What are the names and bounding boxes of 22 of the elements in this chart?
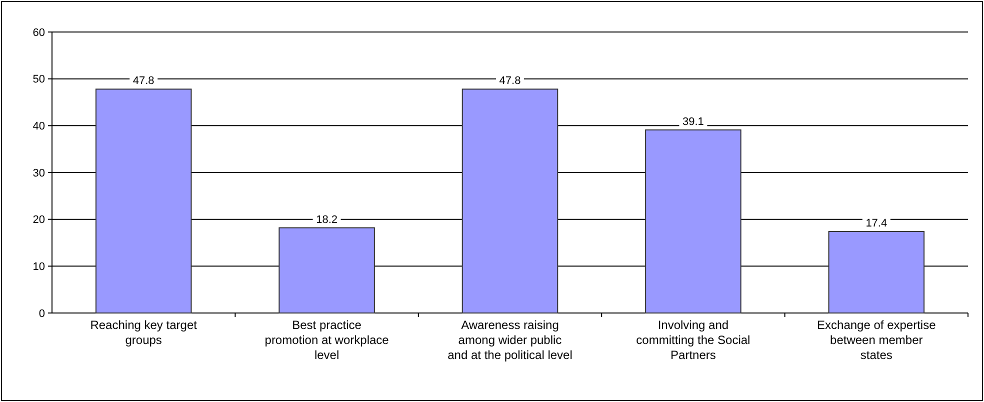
data-label: 17.4 — [866, 218, 888, 230]
bar — [645, 129, 742, 314]
x-tick-label: Best practice promotion at workplace level — [264, 318, 390, 362]
y-tick-label: 0 — [38, 308, 45, 320]
bar — [462, 88, 558, 314]
bar — [95, 88, 192, 314]
y-tick-label: 30 — [32, 167, 45, 180]
data-label: 47.8 — [499, 75, 521, 88]
y-tick-label: 10 — [32, 261, 45, 274]
y-tick-label: 60 — [32, 26, 45, 39]
x-tick-label: Involving and committing the Social Partners — [636, 318, 750, 362]
y-tick-label: 50 — [32, 74, 45, 86]
y-tick-label: 40 — [32, 120, 45, 133]
x-tick-label: Exchange of expertise between member states — [817, 318, 936, 362]
bar — [278, 227, 375, 314]
x-tick-label: Awareness raising among wider public and at the political level — [448, 318, 572, 362]
data-label: 18.2 — [316, 214, 338, 226]
x-tick-label: Reaching key target groups — [90, 318, 198, 347]
bar — [828, 231, 925, 314]
data-label: 39.1 — [682, 116, 704, 128]
y-tick-label: 20 — [32, 214, 45, 226]
data-label: 47.8 — [132, 75, 154, 88]
